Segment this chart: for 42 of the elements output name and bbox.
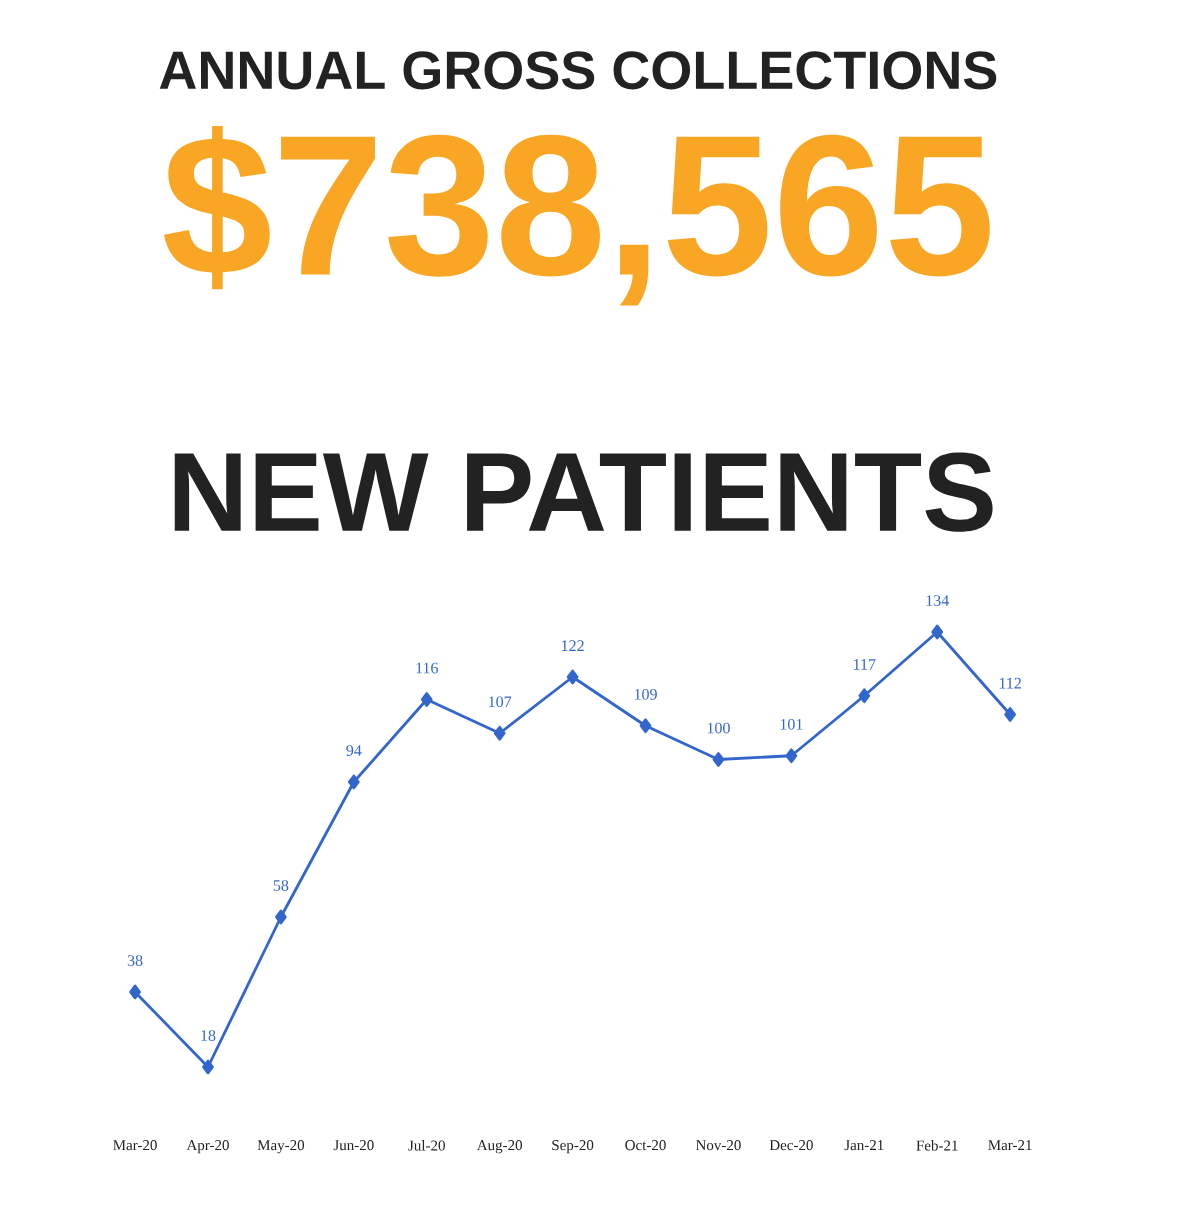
data-label: 107 <box>489 696 512 708</box>
point <box>493 725 506 741</box>
x-tick-label: Apr-20 <box>186 1140 229 1154</box>
data-label: 100 <box>707 722 730 734</box>
x-tick-label: Mar-20 <box>113 1140 157 1151</box>
x-tick-label: Jul-20 <box>408 1140 445 1151</box>
data-label: 38 <box>127 955 143 966</box>
x-tick-label: Dec-20 <box>769 1140 813 1151</box>
data-label: 101 <box>780 718 803 730</box>
data-label: 109 <box>634 688 657 700</box>
data-label: 18 <box>201 1030 216 1041</box>
x-tick-label: Aug-20 <box>476 1140 523 1154</box>
point <box>202 1059 214 1075</box>
x-tick-label: Mar-21 <box>988 1140 1032 1151</box>
x-tick-label: Feb-21 <box>916 1140 958 1151</box>
point <box>347 774 360 790</box>
data-label: 134 <box>926 595 949 606</box>
point <box>1004 707 1017 722</box>
point <box>639 718 652 734</box>
data-label: 116 <box>416 662 438 674</box>
point <box>712 752 725 767</box>
point <box>931 624 944 640</box>
point <box>129 984 141 1000</box>
data-label: 112 <box>999 677 1021 689</box>
x-tick-label: May-20 <box>257 1140 305 1154</box>
x-tick-label: Oct-20 <box>625 1140 666 1151</box>
point <box>858 688 871 704</box>
data-label: 58 <box>273 880 289 891</box>
text: $738,565 <box>163 126 990 306</box>
chart-title: NEW PATIENTS <box>174 452 993 532</box>
data-label: 94 <box>346 745 362 756</box>
data-label: 117 <box>854 659 876 670</box>
x-tick-label: Jan-21 <box>844 1140 884 1151</box>
data-label: 122 <box>562 640 584 651</box>
x-tick-label: Jun-20 <box>333 1140 374 1151</box>
point <box>785 748 798 764</box>
text: ANNUAL GROSS COLLECTIONS <box>159 51 997 90</box>
point <box>420 692 433 707</box>
point <box>566 669 579 685</box>
point <box>275 909 287 925</box>
x-tick-label: Sep-20 <box>552 1140 594 1154</box>
x-tick-label: Nov-20 <box>695 1140 741 1151</box>
